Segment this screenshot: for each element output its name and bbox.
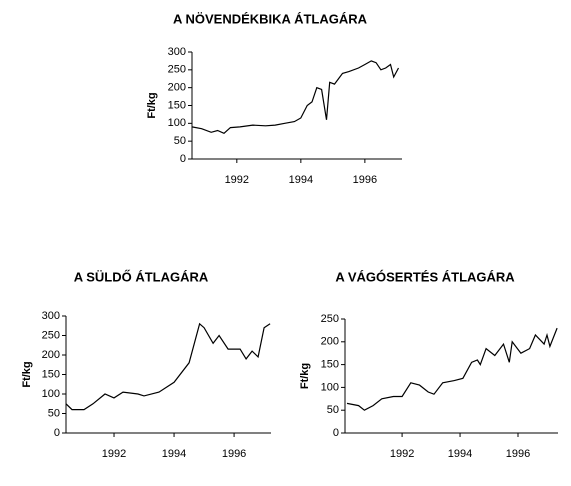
y-tick-label: 250 [321,313,339,325]
data-line [191,60,400,135]
data-line [346,327,558,411]
y-tick-label: 150 [42,368,60,380]
x-tick-label: 1996 [353,174,377,186]
y-tick-label: 150 [321,359,339,371]
chart-title: A NÖVENDÉKBIKA ÁTLAGÁRA [173,11,368,26]
y-tick-label: 50 [327,404,339,416]
x-tick-label: 1994 [448,448,472,460]
x-tick-label: 1992 [102,448,126,460]
y-axis-label: Ft/kg [299,363,311,389]
data-line [65,322,271,411]
y-tick-label: 300 [168,46,186,58]
y-tick-label: 300 [42,310,60,322]
y-tick-label: 150 [168,99,186,111]
y-tick-label: 50 [174,135,186,147]
y-tick-label: 100 [321,381,339,393]
y-axis-label: Ft/kg [21,361,33,387]
x-tick-label: 1994 [289,174,313,186]
y-tick-label: 100 [42,388,60,400]
x-tick-label: 1994 [162,448,186,460]
x-tick-label: 1996 [222,448,246,460]
y-tick-label: 0 [180,153,186,165]
y-tick-label: 100 [168,117,186,129]
y-tick-label: 200 [42,349,60,361]
y-tick-label: 200 [168,82,186,94]
chart-title: A SÜLDŐ ÁTLAGÁRA [74,269,209,284]
y-tick-label: 50 [48,407,60,419]
y-tick-label: 0 [333,427,339,439]
y-tick-label: 250 [168,64,186,76]
chart-title: A VÁGÓSERTÉS ÁTLAGÁRA [335,269,515,284]
x-tick-label: 1992 [390,448,414,460]
y-axis-label: Ft/kg [146,92,158,118]
y-tick-label: 0 [54,427,60,439]
x-tick-label: 1996 [506,448,530,460]
y-tick-label: 250 [42,329,60,341]
x-tick-label: 1992 [225,174,249,186]
y-tick-label: 200 [321,336,339,348]
